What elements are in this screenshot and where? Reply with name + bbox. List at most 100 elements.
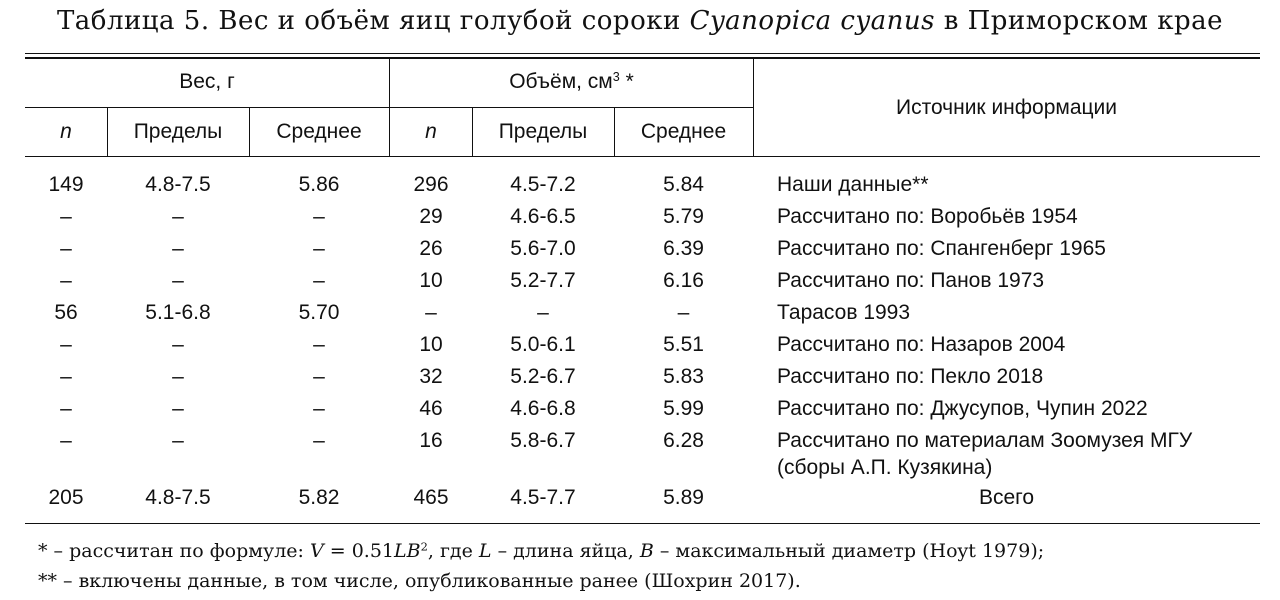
cell-volume-mean: 6.39: [663, 237, 704, 260]
cell-volume-range: 4.5-7.7: [510, 486, 576, 509]
header-weight-group: Вес, г: [179, 70, 235, 93]
footnote-2: ** – включены данные, в том числе, опубл…: [38, 570, 801, 592]
cell-volume-mean: 5.79: [663, 205, 704, 228]
cell-volume-mean: 5.89: [663, 486, 704, 509]
divider-volume-range: [614, 107, 615, 156]
header-volume-mark: *: [625, 70, 634, 93]
cell-volume-range: 5.6-7.0: [510, 237, 576, 260]
cell-weight-range: –: [172, 365, 184, 388]
divider-volume-source: [753, 58, 754, 156]
cell-weight-n: –: [60, 269, 72, 292]
cell-weight-mean: –: [313, 269, 325, 292]
footnote-1-var-l: L: [478, 540, 492, 562]
cell-volume-mean: 5.83: [663, 365, 704, 388]
footnote-1-l-desc: – длина яйца,: [497, 540, 634, 562]
cell-weight-mean: –: [313, 237, 325, 260]
header-bottom-rule: [25, 156, 1260, 157]
cell-volume-mean: –: [677, 301, 690, 324]
cell-weight-range: 4.8-7.5: [145, 173, 211, 196]
header-volume-n: n: [425, 120, 437, 143]
cell-source: Рассчитано по материалам Зоомузея МГУ: [777, 429, 1193, 452]
cell-source: Рассчитано по: Панов 1973: [777, 269, 1045, 292]
cell-source-line2: (сборы А.П. Кузякина): [777, 456, 993, 479]
cell-volume-range: 5.0-6.1: [510, 333, 576, 356]
cell-volume-range: 4.6-6.8: [510, 397, 576, 420]
divider-weight-volume: [389, 58, 390, 156]
cell-weight-range: 5.1-6.8: [145, 301, 211, 324]
cell-weight-mean: –: [313, 429, 325, 452]
title-prefix: Таблица 5. Вес и объём яиц голубой сорок…: [56, 6, 681, 36]
cell-weight-n: –: [60, 205, 72, 228]
cell-weight-mean: 5.82: [298, 486, 340, 509]
footnote-1-var-v: V: [309, 540, 324, 562]
divider-weight-n: [107, 107, 108, 156]
cell-weight-mean: 5.70: [298, 301, 340, 324]
cell-weight-mean: –: [313, 333, 325, 356]
cell-volume-n: 32: [419, 365, 443, 388]
cell-volume-n: 465: [413, 486, 449, 509]
header-weight-n: n: [60, 120, 72, 143]
cell-volume-range: 4.6-6.5: [510, 205, 576, 228]
table-title: Таблица 5. Вес и объём яиц голубой сорок…: [0, 6, 1280, 36]
header-weight-range: Пределы: [133, 120, 223, 143]
cell-volume-n: –: [425, 301, 437, 324]
cell-weight-n: –: [60, 429, 72, 452]
cell-volume-range: –: [537, 301, 549, 324]
cell-volume-mean: 5.84: [663, 173, 704, 196]
header-volume-mean: Среднее: [640, 120, 727, 143]
cell-volume-n: 296: [413, 173, 449, 196]
cell-source: Рассчитано по: Джусупов, Чупин 2022: [777, 397, 1148, 420]
top-rule: [25, 53, 1260, 54]
header-volume-group: Объём, см3 *: [390, 70, 753, 94]
cell-weight-mean: –: [313, 397, 325, 420]
cell-volume-range: 5.2-6.7: [510, 365, 576, 388]
cell-weight-n: –: [60, 365, 72, 388]
footnote-1-eq: = 0.51: [329, 540, 395, 562]
footnote-1-b-desc: – максимальный диаметр (Hoyt 1979);: [659, 540, 1045, 562]
cell-weight-range: 4.8-7.5: [145, 486, 211, 509]
cell-volume-n: 10: [419, 333, 443, 356]
cell-weight-n: –: [60, 397, 72, 420]
cell-source: Рассчитано по: Пекло 2018: [777, 365, 1044, 388]
cell-source: Рассчитано по: Воробьёв 1954: [777, 205, 1078, 228]
cell-weight-n: –: [60, 333, 72, 356]
cell-volume-range: 4.5-7.2: [510, 173, 576, 196]
cell-weight-range: –: [172, 429, 184, 452]
header-volume-sup: 3: [612, 70, 620, 85]
cell-volume-n: 46: [419, 397, 443, 420]
cell-volume-mean: 5.99: [663, 397, 704, 420]
cell-volume-mean: 6.28: [663, 429, 704, 452]
header-weight-mean: Среднее: [276, 120, 362, 143]
footnote-1-var-lb: LB: [394, 540, 421, 562]
cell-volume-mean: 6.16: [663, 269, 704, 292]
cell-volume-n: 26: [419, 237, 443, 260]
cell-source: Рассчитано по: Назаров 2004: [777, 333, 1066, 356]
cell-weight-range: –: [172, 237, 184, 260]
footnote-1-mark: * – рассчитан по формуле:: [38, 540, 304, 562]
cell-weight-n: –: [60, 237, 72, 260]
header-source: Источник информации: [895, 96, 1118, 119]
cell-weight-n: 149: [48, 173, 84, 196]
footnote-1-var-b: B: [639, 540, 654, 562]
cell-weight-range: –: [172, 269, 184, 292]
cell-volume-mean: 5.51: [663, 333, 704, 356]
divider-weight-range: [249, 107, 250, 156]
cell-weight-mean: –: [313, 205, 325, 228]
cell-weight-mean: 5.86: [298, 173, 340, 196]
footnote-1-sup: 2: [420, 539, 428, 554]
bottom-rule: [25, 523, 1260, 524]
footnote-1: * – рассчитан по формуле: V = 0.51LB2, г…: [38, 540, 1044, 562]
cell-weight-range: –: [172, 333, 184, 356]
cell-weight-n: 205: [48, 486, 84, 509]
header-volume-range: Пределы: [498, 120, 588, 143]
cell-source: Всего: [978, 486, 1035, 509]
cell-source: Наши данные**: [777, 173, 929, 196]
footnote-1-where: , где: [427, 540, 473, 562]
cell-volume-n: 10: [419, 269, 443, 292]
title-species: Cyanopica cyanus: [689, 6, 935, 36]
title-suffix: в Приморском крае: [943, 6, 1224, 36]
cell-volume-n: 29: [419, 205, 443, 228]
cell-weight-mean: –: [313, 365, 325, 388]
cell-weight-range: –: [172, 397, 184, 420]
header-volume-label: Объём, см: [509, 70, 613, 93]
